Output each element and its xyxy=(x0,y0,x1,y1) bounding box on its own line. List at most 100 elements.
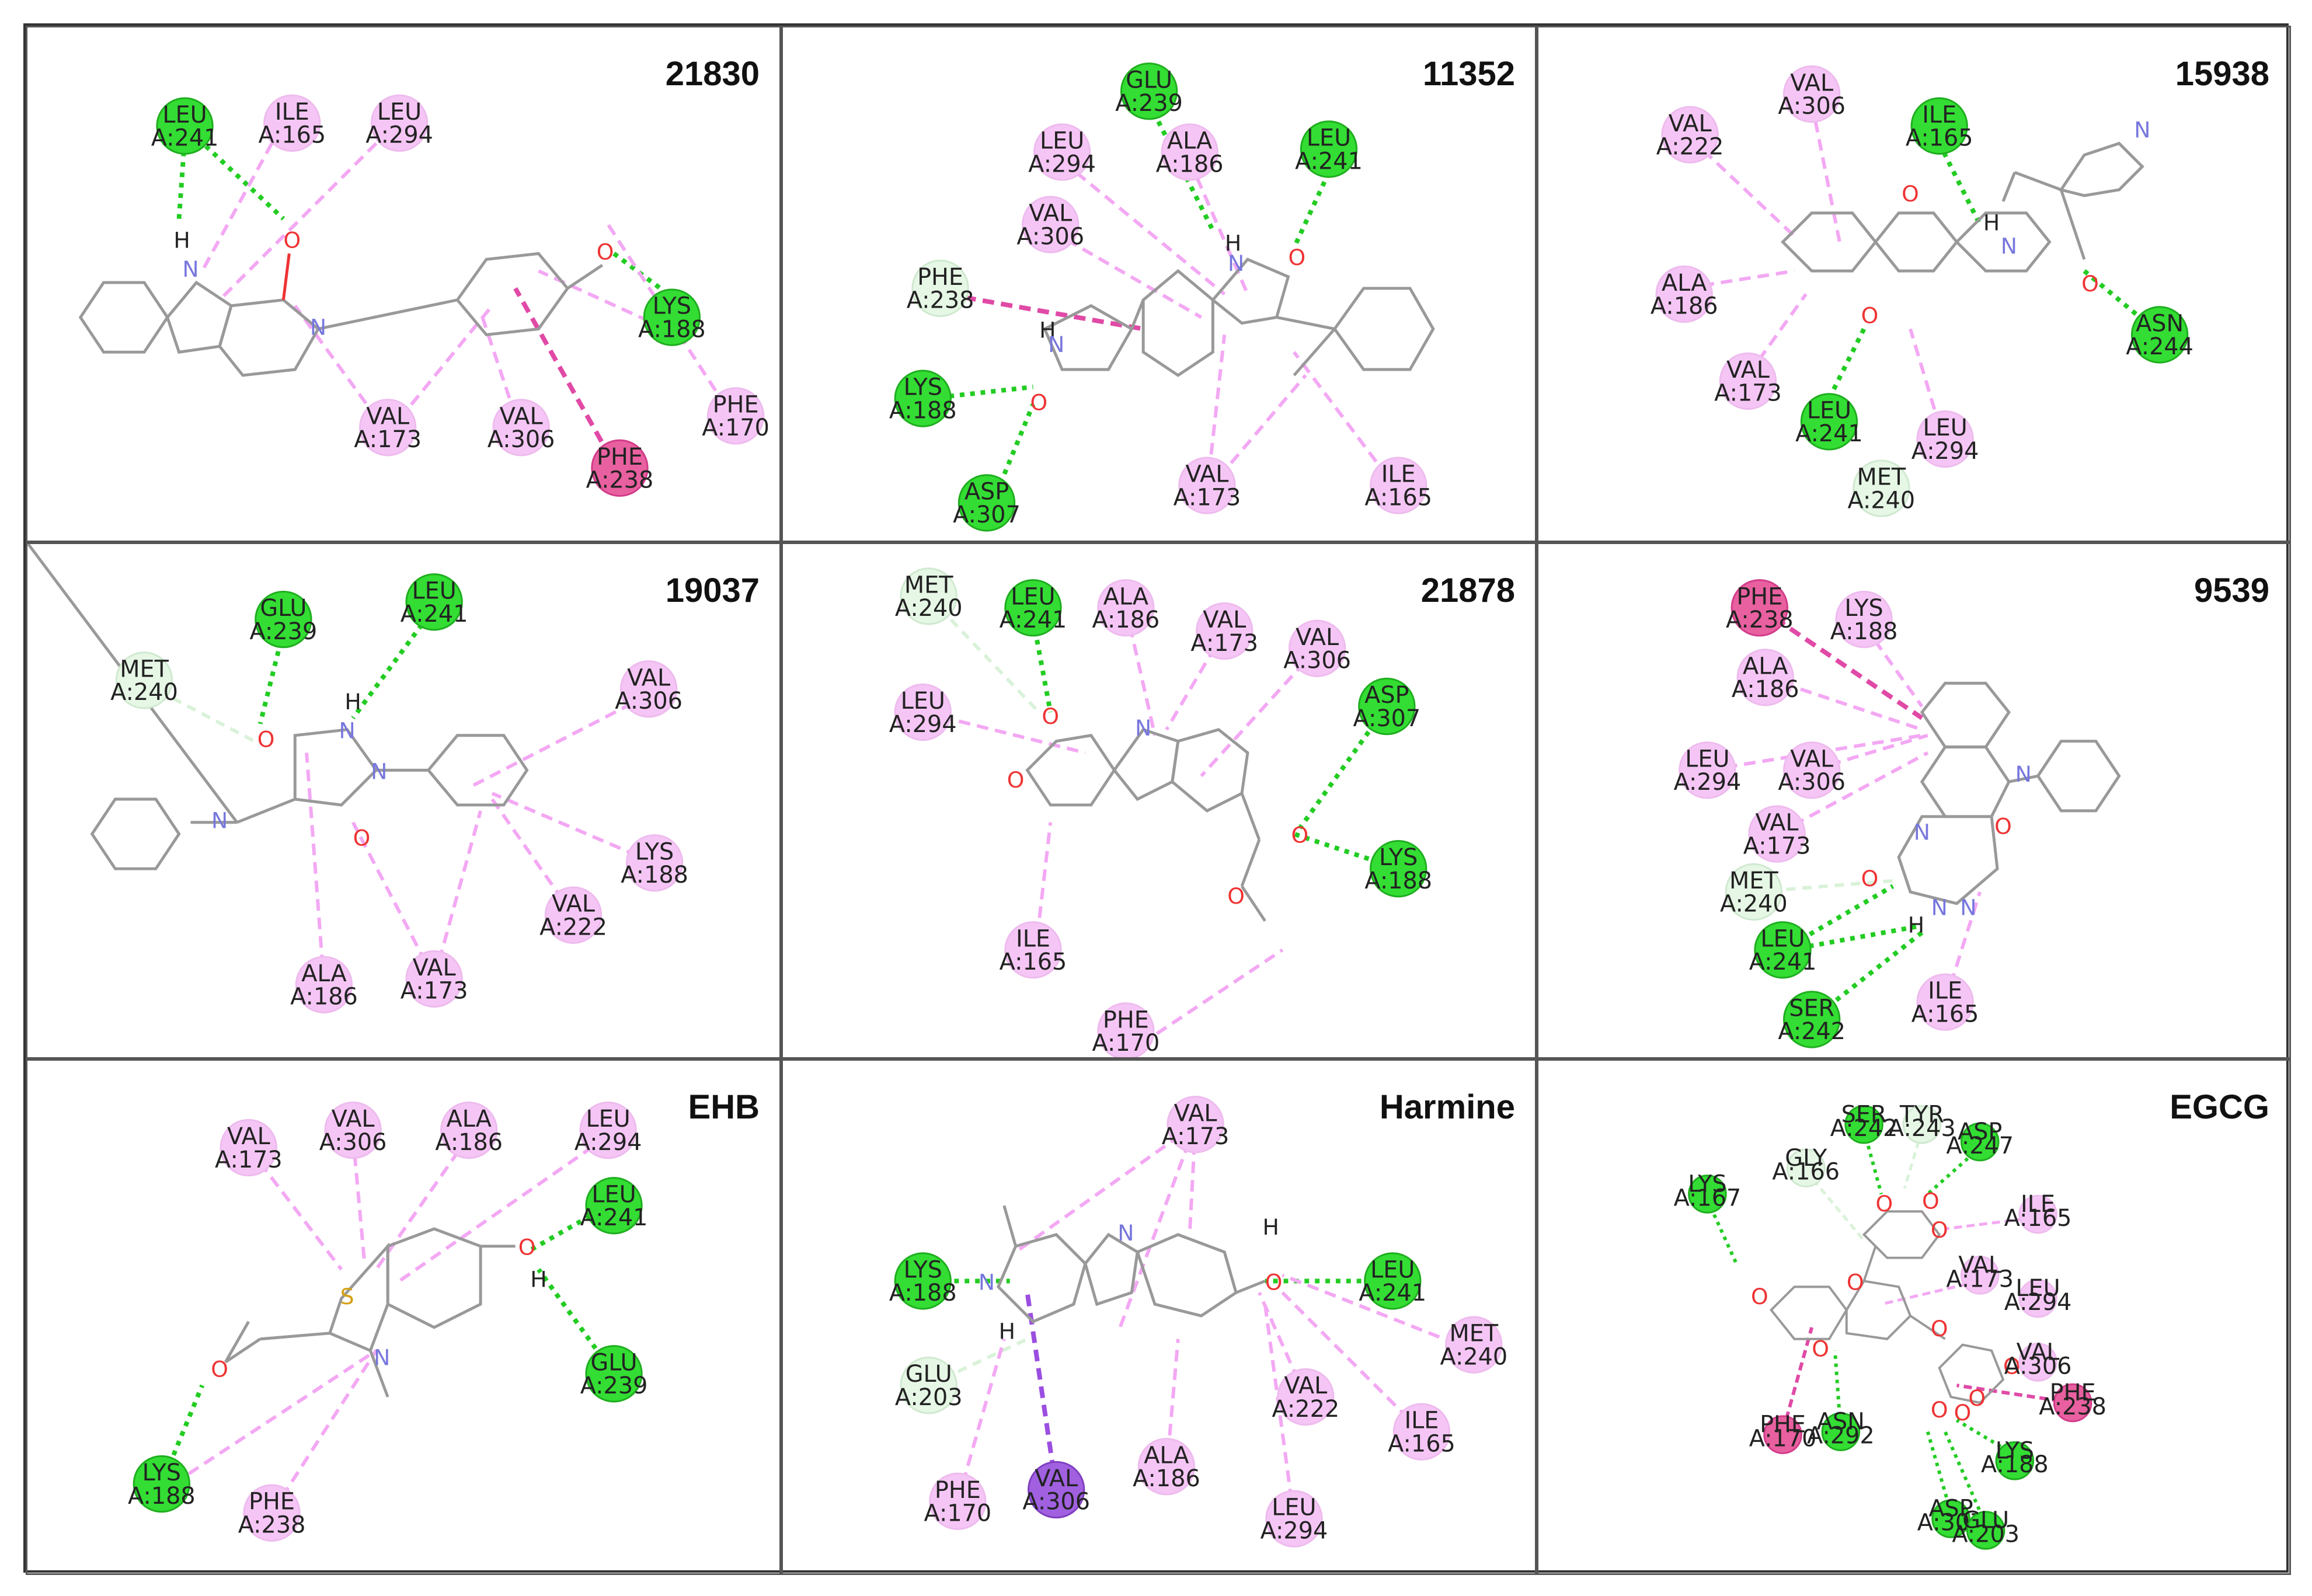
residue-bubble xyxy=(894,370,952,427)
atom-label: O xyxy=(1968,1385,1986,1411)
residue-bubble xyxy=(115,651,173,709)
residue-id: A:241 xyxy=(1749,949,1817,975)
residue-name: LEU xyxy=(1011,583,1055,610)
residue-bubble xyxy=(579,1102,637,1159)
residue-id: A:188 xyxy=(1830,618,1898,645)
residue-name: VAL xyxy=(552,891,595,918)
residue-name: ALA xyxy=(1103,583,1148,610)
residue-name: VAL xyxy=(1958,1252,2001,1279)
residue-id: A:240 xyxy=(895,595,963,622)
residue-id: A:173 xyxy=(354,426,422,453)
residue-bubble xyxy=(643,288,701,346)
residue-name: LYS xyxy=(142,1459,181,1486)
residue-id: A:165 xyxy=(1906,125,1973,152)
residue-name: ALA xyxy=(1167,128,1212,155)
residue-name: PHE xyxy=(1760,1412,1806,1438)
residue-id: A:186 xyxy=(1156,151,1224,177)
residue-id: A:188 xyxy=(889,397,957,424)
residue-id: A:188 xyxy=(889,1280,957,1306)
residue-id: A:173 xyxy=(1190,630,1258,657)
residue-bubble xyxy=(1995,1441,2035,1480)
residue-bubble xyxy=(2018,1343,2057,1382)
residue-bubble xyxy=(1004,921,1062,979)
atom-label: H xyxy=(344,689,361,715)
residue-bubble xyxy=(1358,677,1416,736)
residue-bubble xyxy=(1736,649,1794,706)
residue-name: PHE xyxy=(1736,583,1782,610)
atom-label: O xyxy=(1931,1217,1948,1243)
residue-bubble xyxy=(911,259,969,318)
atom-label: H xyxy=(530,1266,546,1292)
residue-id: A:306 xyxy=(1778,769,1846,796)
residue-name: LYS xyxy=(904,374,942,401)
diagram-Harmine: N N H O H VALA:173LYSA:188LEUA:241META:2… xyxy=(889,1096,1507,1548)
residue-name: LYS xyxy=(1688,1170,1726,1197)
residue-name: LYS xyxy=(1844,595,1883,622)
residue-id: A:294 xyxy=(1028,151,1096,177)
residue-id: A:241 xyxy=(151,125,219,152)
residue-name: VAL xyxy=(1174,1100,1217,1127)
atom-label: N xyxy=(182,256,199,282)
residue-name: VAL xyxy=(1756,810,1799,837)
residue-id: A:240 xyxy=(1440,1343,1507,1370)
atom-label: O xyxy=(2003,1353,2021,1379)
residue-bubble xyxy=(1800,393,1858,451)
residue-id: A:306 xyxy=(2004,1353,2072,1379)
residue-name: VAL xyxy=(1284,1372,1327,1399)
residue-id: A:238 xyxy=(586,467,654,494)
residue-id: A:241 xyxy=(580,1204,648,1231)
residue-bubble xyxy=(1730,579,1788,637)
residue-id: A:294 xyxy=(1674,769,1742,796)
residue-id: A:241 xyxy=(1795,420,1863,447)
residue-name: VAL xyxy=(1790,745,1833,772)
residue-name: LYS xyxy=(1379,844,1418,871)
residue-bubble xyxy=(440,1102,498,1159)
residue-name: LYS xyxy=(904,1256,942,1283)
panel-11352: H N O H N O GLU A:239 LEU A:294 ALA A:186 LEU A… xyxy=(781,26,1537,542)
atom-label: H xyxy=(1908,912,1924,938)
residue-bubble xyxy=(405,950,463,1008)
residue-name: LEU xyxy=(1040,128,1084,155)
residue-bubble xyxy=(544,886,603,944)
atom-label: H xyxy=(173,227,190,253)
residue-id: A:203 xyxy=(895,1384,963,1411)
residue-id: A:166 xyxy=(1772,1159,1840,1186)
residue-name: LYS xyxy=(1996,1437,2034,1464)
residue-bubble xyxy=(1120,62,1178,120)
residue-id: A:186 xyxy=(1092,607,1160,633)
panel-9539: N O N O N N H PHE A:238 LYS A:188 ALA A:186 LE… xyxy=(1537,542,2291,1059)
diagram-EHB: S O H O N VALA:173VALA:306ALAA:186LEUA:2… xyxy=(128,1102,648,1542)
atom-label: O xyxy=(1007,767,1025,793)
residue-name: GLU xyxy=(1962,1507,2009,1534)
residue-name: PHE xyxy=(2050,1379,2096,1406)
residue-name: VAL xyxy=(366,403,409,430)
residue-name: TYR xyxy=(1899,1101,1944,1128)
residue-bubble xyxy=(370,94,429,152)
residue-name: LEU xyxy=(162,102,207,128)
